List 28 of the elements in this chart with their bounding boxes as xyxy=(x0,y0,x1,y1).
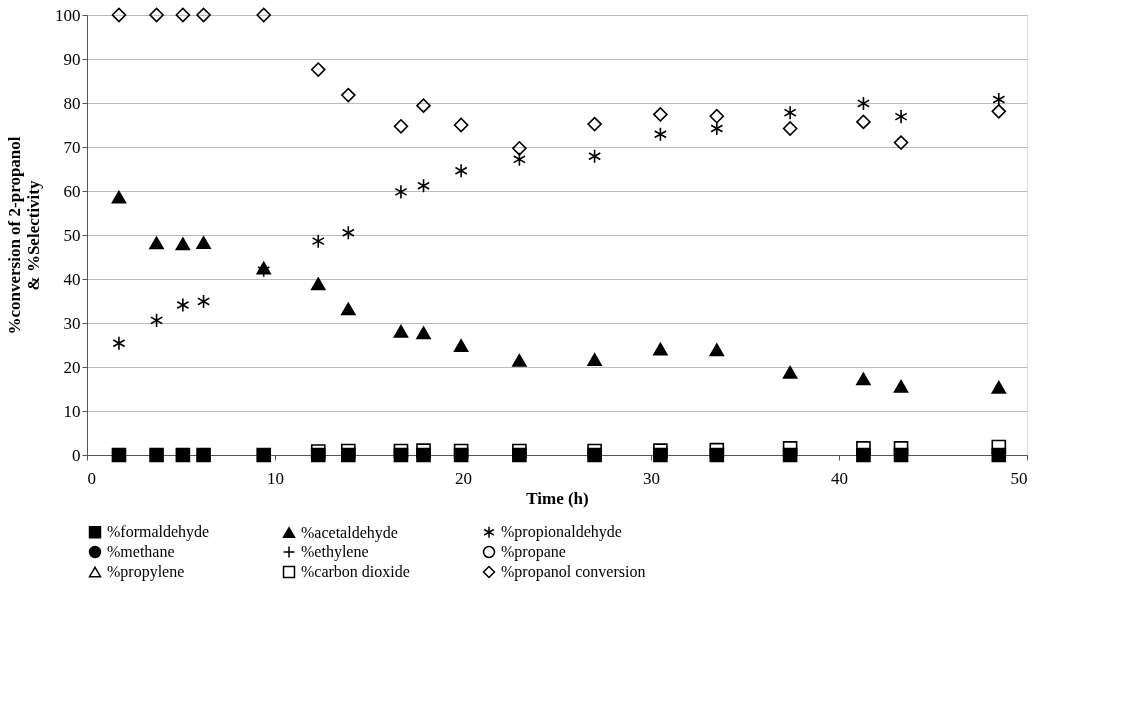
x-axis-title: Time (h) xyxy=(526,488,589,508)
legend-label: %formaldehyde xyxy=(107,523,210,542)
y-tick-label: 20 xyxy=(63,357,81,377)
y-tick-label: 10 xyxy=(63,401,81,421)
legend-label: %carbon dioxide xyxy=(301,563,410,580)
legend-label: %methane xyxy=(107,543,175,560)
legend-label: %propanol conversion xyxy=(501,563,646,581)
y-tick-label: 100 xyxy=(55,5,81,25)
legend-label: %propane xyxy=(501,543,566,561)
y-tick-label: 60 xyxy=(63,181,81,201)
x-tick-label: 20 xyxy=(455,468,472,488)
legend-label: %propylene xyxy=(107,563,185,581)
x-tick-label: 0 xyxy=(87,468,96,488)
y-tick-label: 80 xyxy=(63,93,81,113)
y-tick-label: 90 xyxy=(63,49,81,69)
y-tick-label: 70 xyxy=(63,137,81,157)
legend-label: %acetaldehyde xyxy=(301,523,398,542)
legend-label: %ethylene xyxy=(301,543,369,561)
y-tick-label: 0 xyxy=(72,445,81,465)
x-tick-label: 30 xyxy=(643,468,660,488)
x-tick-label: 50 xyxy=(1010,468,1028,488)
y-tick-label: 40 xyxy=(63,269,81,289)
y-tick-label: 30 xyxy=(63,313,81,333)
legend-label: %propionaldehyde xyxy=(501,523,622,542)
x-tick-label: 10 xyxy=(267,468,284,488)
y-axis-title: %conversion of 2-propanol & %Selectivity xyxy=(5,136,43,335)
y-tick-label: 50 xyxy=(63,225,81,245)
x-tick-label: 40 xyxy=(831,468,848,488)
